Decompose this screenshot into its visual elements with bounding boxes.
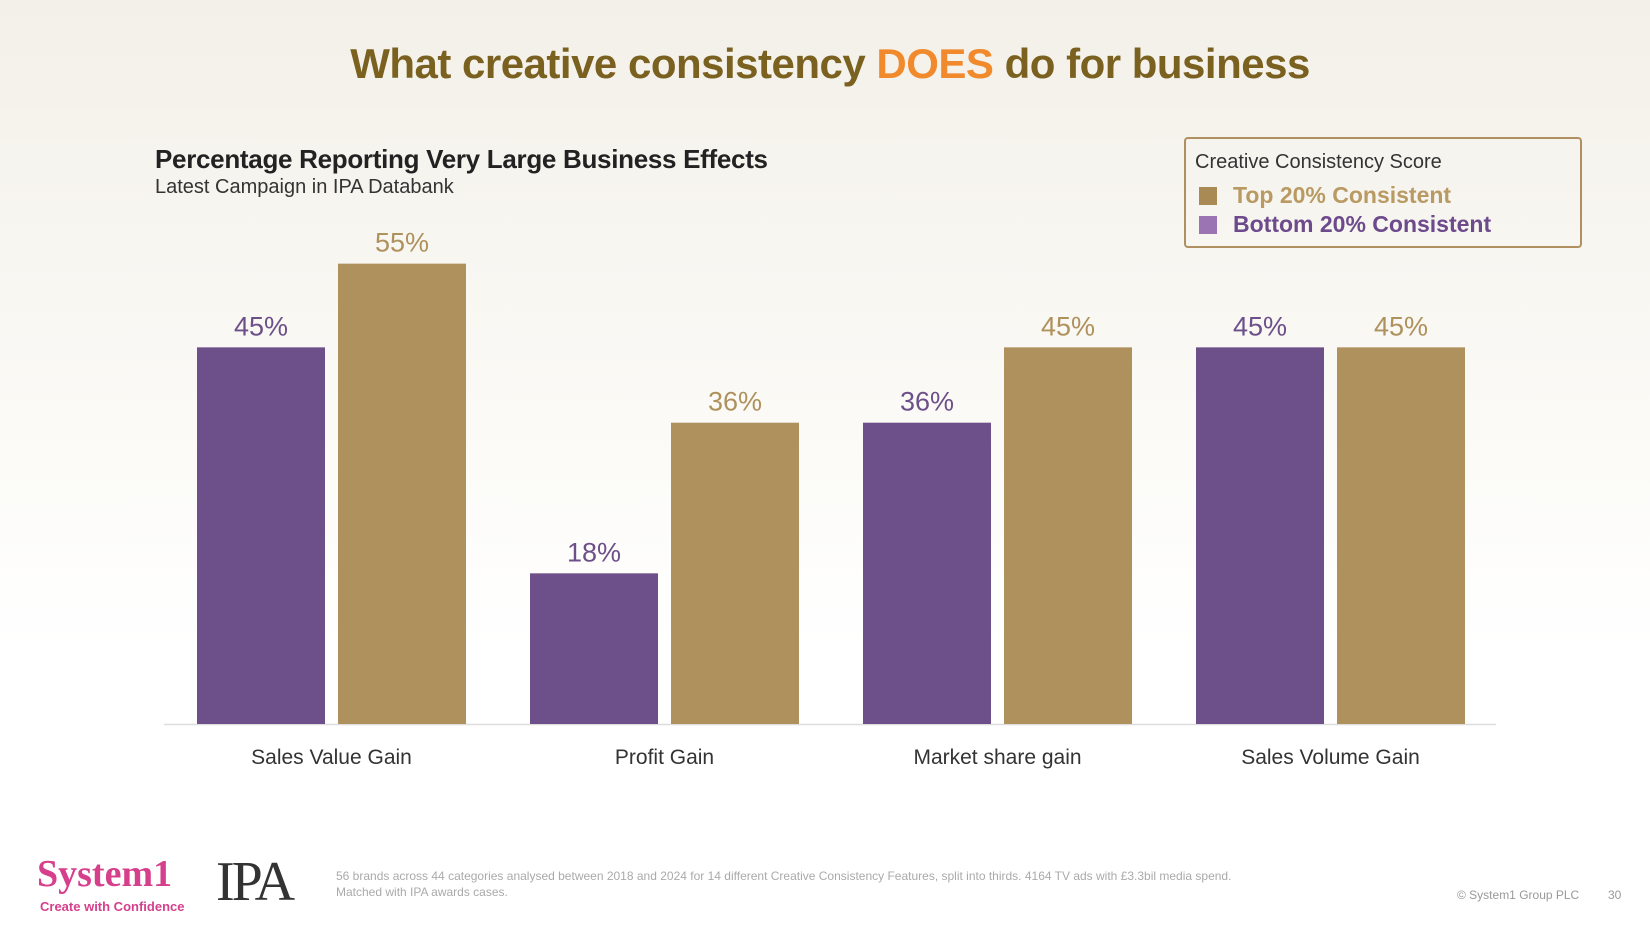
legend: Creative Consistency Score Top 20% Consi…: [1184, 137, 1582, 248]
legend-item-top: Top 20% Consistent: [1199, 182, 1451, 209]
legend-title: Creative Consistency Score: [1195, 151, 1442, 173]
bar: [1196, 347, 1324, 724]
bar: [671, 422, 799, 724]
category-label: Sales Value Gain: [251, 746, 412, 769]
data-label: 45%: [234, 311, 288, 341]
chart-subtitle: Latest Campaign in IPA Databank: [155, 176, 454, 198]
data-label: 45%: [1041, 311, 1095, 341]
data-label: 36%: [708, 387, 762, 417]
bar: [1004, 347, 1132, 724]
legend-swatch: [1199, 216, 1217, 234]
system1-logo: System1: [37, 853, 173, 895]
data-label: 45%: [1374, 311, 1428, 341]
data-label: 45%: [1233, 311, 1287, 341]
category-label: Sales Volume Gain: [1241, 746, 1420, 769]
legend-swatch: [1199, 187, 1217, 205]
slide-title: What creative consistency DOES do for bu…: [350, 40, 1310, 87]
ipa-logo: IPA: [216, 851, 295, 913]
system1-tagline: Create with Confidence: [40, 899, 185, 914]
bar: [530, 573, 658, 724]
bar: [863, 422, 991, 724]
footnote: 56 brands across 44 categories analysed …: [336, 869, 1232, 899]
page-number: 30: [1608, 888, 1622, 902]
bar-chart: 45% 55% Sales Value Gain 18% 36% Profit Gain 3…: [164, 228, 1496, 769]
bar: [197, 347, 325, 724]
bar: [1337, 347, 1465, 724]
chart-title: Percentage Reporting Very Large Business…: [155, 144, 768, 174]
category-label: Market share gain: [913, 746, 1081, 769]
data-label: 18%: [567, 537, 621, 567]
title-highlight: DOES: [876, 40, 994, 87]
bar: [338, 263, 466, 724]
data-label: 36%: [900, 387, 954, 417]
legend-item-bottom: Bottom 20% Consistent: [1199, 211, 1491, 238]
data-label: 55%: [375, 228, 429, 258]
copyright: © System1 Group PLC: [1457, 888, 1580, 902]
category-label: Profit Gain: [615, 746, 714, 769]
